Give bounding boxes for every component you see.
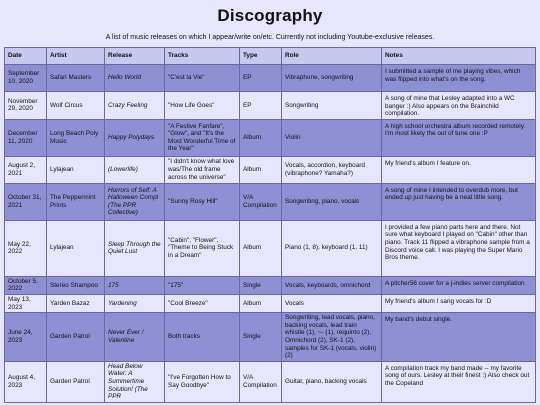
cell-notes: My band's debut single. [381, 312, 536, 362]
cell-date: December 11, 2020 [4, 118, 47, 157]
cell-tracks: "Cabin", "Flower", "Theme to Being Stuck… [164, 219, 240, 277]
cell-type: Single [239, 312, 282, 362]
cell-release: (Lowerlife) [104, 155, 165, 184]
cell-role: Vocals [281, 293, 382, 314]
cell-release: Never Ever / Valentine [104, 312, 165, 362]
cell-release: Hello World [104, 64, 165, 92]
cell-artist: Stereo Shampoo [46, 275, 105, 295]
cell-date: November 29, 2020 [4, 91, 47, 120]
cell-artist: Lylajean [46, 219, 105, 277]
cell-notes: I provided a few piano parts here and th… [381, 219, 536, 277]
table-row: May 22, 2022 Lylajean Sleep Through the Qu… [4, 219, 536, 277]
cell-notes: My friend's album I feature on. [381, 155, 536, 184]
cell-notes: I submitted a sample of me playing vibes… [381, 64, 536, 92]
table-row: June 24, 2023 Garden Patrol Never Ever / V… [4, 312, 536, 362]
cell-role: Songwriting [281, 91, 382, 120]
cell-type: Album [239, 155, 282, 184]
table-row: October 5, 2022 Stereo Shampoo 175 "175" Sin… [4, 275, 536, 295]
cell-notes: A compilation track my band made -- my f… [381, 360, 536, 403]
cell-date: August 2, 2021 [4, 155, 47, 184]
cell-notes: A pitcher56 cover for a j-indies server … [381, 275, 536, 295]
cell-tracks: "I didn't know what love was/The old fra… [164, 155, 240, 184]
cell-notes: A high school orchestra album recorded r… [381, 118, 536, 157]
cell-date: August 4, 2023 [4, 360, 47, 403]
cell-tracks: "C'est la Vie" [164, 64, 240, 92]
cell-tracks: "175" [164, 275, 240, 295]
cell-type: EP [239, 64, 282, 92]
cell-date: October 5, 2022 [4, 275, 47, 295]
cell-release: 175 [104, 275, 165, 295]
cell-notes: A song of mine that Lesley adapted into … [381, 91, 536, 120]
cell-type: V/A Compilation [239, 360, 282, 403]
cell-artist: Lylajean [46, 155, 105, 184]
cell-role: Vibraphone, songwriting [281, 64, 382, 92]
cell-release: Happy Polydays [104, 118, 165, 157]
cell-type: Album [239, 118, 282, 157]
cell-tracks: "A Festive Fanfare", "Glow", and "It's t… [164, 118, 240, 157]
cell-role: Piano (1, 8), keyboard (1, 11) [281, 219, 382, 277]
table-row: May 13, 2023 Yarden Bazaz Yardening "Cool B… [4, 293, 536, 314]
page-title: Discography [217, 6, 323, 25]
cell-date: June 24, 2023 [4, 312, 47, 362]
table-row: October 31, 2021 The Peppermint Prints Hor… [4, 182, 536, 221]
header-notes: Notes [381, 47, 536, 65]
table-row: November 29, 2020 Wolf Circus Crazy Feelin… [4, 91, 536, 120]
cell-notes: My friend's album I sang vocals for :D [381, 293, 536, 314]
intro-text: A list of music releases on which I appe… [105, 34, 435, 41]
cell-type: V/A Compilation [239, 182, 282, 221]
cell-release: Sleep Through the Quiet Lust [104, 219, 165, 277]
cell-date: September 10, 2020 [4, 64, 47, 92]
header-artist: Artist [46, 47, 105, 65]
table-row: August 4, 2023 Garden Patrol Head Below Wa… [4, 360, 536, 403]
cell-type: Album [239, 293, 282, 314]
header-tracks: Tracks [164, 47, 240, 65]
cell-type: Album [239, 219, 282, 277]
cell-tracks: "Cool Breeze" [164, 293, 240, 314]
table-body: September 10, 2020 Safari Masters Hello Wo… [4, 64, 536, 403]
table-row: December 11, 2020 Long Beach Poly Music Ha… [4, 118, 536, 157]
header-row: Date Artist Release Tracks Type Role Not… [4, 47, 536, 65]
discography-table: Date Artist Release Tracks Type Role Not… [4, 47, 536, 403]
cell-date: October 31, 2021 [4, 182, 47, 221]
table-row: September 10, 2020 Safari Masters Hello Wo… [4, 64, 536, 92]
cell-notes: A song of mine I intended to overdub mor… [381, 182, 536, 221]
cell-role: Guitar, piano, backing vocals [281, 360, 382, 403]
header-date: Date [4, 47, 47, 65]
header-role: Role [281, 47, 382, 65]
header-release: Release [104, 47, 165, 65]
cell-artist: Yarden Bazaz [46, 293, 105, 314]
cell-release: Crazy Feeling [104, 91, 165, 120]
cell-release: Yardening [104, 293, 165, 314]
cell-role: Vocals, keyboards, omnichord [281, 275, 382, 295]
cell-artist: Wolf Circus [46, 91, 105, 120]
cell-role: Vocals, accordion, keyboard (vibraphone?… [281, 155, 382, 184]
cell-type: EP [239, 91, 282, 120]
cell-tracks: Both tracks [164, 312, 240, 362]
cell-release: Head Below Water: A Summertime Solution!… [104, 360, 165, 403]
cell-tracks: "How Life Goes" [164, 91, 240, 120]
cell-role: Violin [281, 118, 382, 157]
cell-artist: Garden Patrol [46, 312, 105, 362]
cell-tracks: "I've Forgotten How to Say Goodbye" [164, 360, 240, 403]
table-row: August 2, 2021 Lylajean (Lowerlife) "I didn… [4, 155, 536, 184]
cell-role: Songwriting, piano, vocals [281, 182, 382, 221]
header-type: Type [239, 47, 282, 65]
cell-tracks: "Sunny Rosy Hill" [164, 182, 240, 221]
cell-type: Single [239, 275, 282, 295]
cell-artist: Long Beach Poly Music [46, 118, 105, 157]
cell-role: Songwriting, lead vocals, piano, backing… [281, 312, 382, 362]
cell-date: May 13, 2023 [4, 293, 47, 314]
cell-artist: Safari Masters [46, 64, 105, 92]
cell-artist: Garden Patrol [46, 360, 105, 403]
cell-artist: The Peppermint Prints [46, 182, 105, 221]
cell-date: May 22, 2022 [4, 219, 47, 277]
cell-release: Horrors of Self: A Halloween Compl (The … [104, 182, 165, 221]
